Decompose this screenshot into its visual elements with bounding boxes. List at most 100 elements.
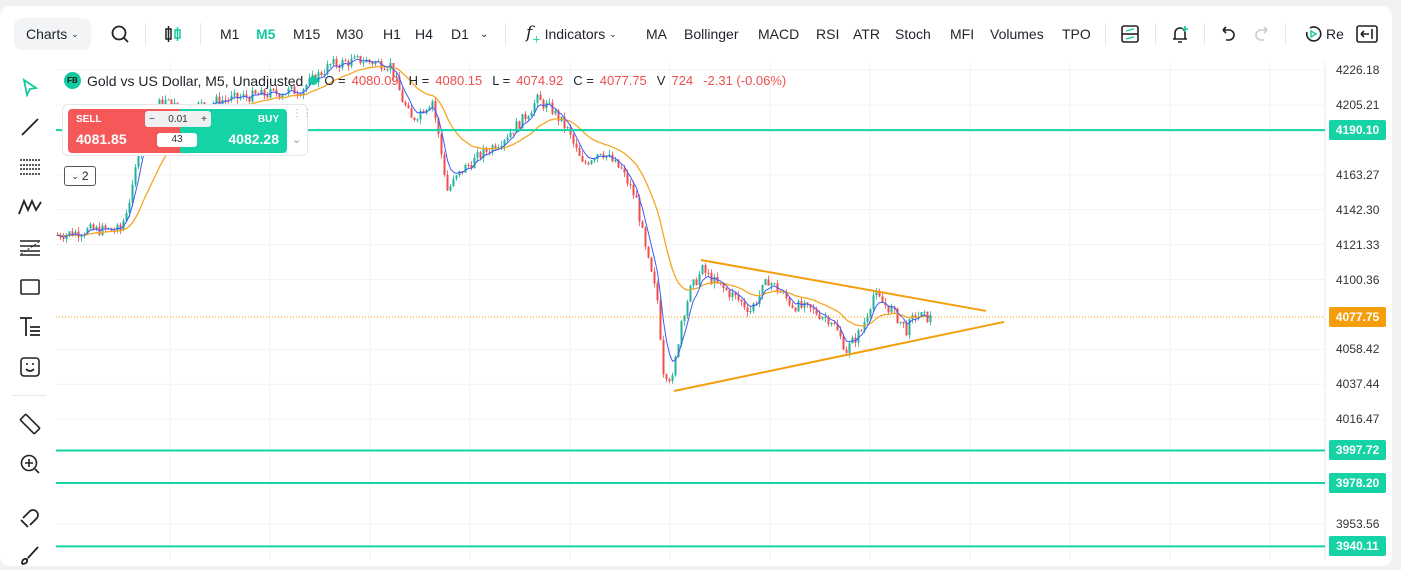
study-tpo[interactable]: TPO [1062,26,1091,42]
expand-chevron-icon[interactable]: ⌄ [292,134,302,146]
brush-icon[interactable] [16,542,44,570]
candle-body [662,339,665,375]
candle-body [692,279,695,286]
zoom-in-icon[interactable] [16,450,44,478]
study-bollinger[interactable]: Bollinger [684,26,739,42]
study-volumes[interactable]: Volumes [990,26,1044,42]
candle-body [128,202,131,214]
trendline-tool-icon[interactable] [16,113,44,141]
candle-body [443,154,446,175]
candle-body [86,228,89,235]
candle-body [647,246,650,258]
candle-body [629,183,632,186]
add-alert-icon[interactable] [1170,6,1192,62]
undo-icon[interactable] [1218,6,1238,62]
magnet-icon[interactable] [16,504,44,532]
candle-body [791,304,794,308]
candle-body [428,107,431,110]
increase-qty-button[interactable]: + [201,113,207,125]
candle-body [275,89,278,94]
candle-body [914,315,917,318]
level-price-tag[interactable]: 4190.10 [1329,120,1386,141]
collapse-panel-icon[interactable] [1356,6,1378,62]
search-icon[interactable] [110,6,130,62]
replay-label: Re [1326,26,1344,42]
layout-icon[interactable] [1120,6,1140,62]
timeframe-m15[interactable]: M15 [293,26,321,42]
candle-body [167,99,170,101]
quantity-stepper[interactable]: − 0.01 + [145,111,211,127]
candle-body [653,271,656,284]
candle-body [200,102,203,104]
candle-body [248,97,251,102]
indicators-collapse-toggle[interactable]: ⌄ 2 [64,166,96,186]
candle-body [674,356,677,376]
decrease-qty-button[interactable]: − [149,113,155,125]
candle-body [620,167,623,169]
candle-body [608,154,611,156]
level-price-tag[interactable]: 3997.72 [1329,440,1386,461]
text-tool-icon[interactable] [16,313,44,341]
symbol-title[interactable]: Gold vs US Dollar, M5, Unadjusted [87,72,304,89]
candle-body [860,330,863,332]
redo-icon[interactable] [1252,6,1272,62]
study-stoch[interactable]: Stoch [895,26,931,42]
candle-body [329,63,332,65]
fibonacci-tool-icon[interactable] [16,233,44,261]
candle-body [290,86,293,89]
level-price-tag[interactable]: 3940.11 [1329,536,1386,557]
sell-button[interactable]: SELL 4081.85 [68,109,180,153]
trendline-lower [673,320,1005,393]
timeframe-d1[interactable]: D1 [451,26,469,42]
replay-button[interactable]: Re [1303,6,1344,62]
candle-body [515,121,518,133]
candle-body [485,148,488,152]
market-open-dot [309,76,319,85]
indicators-label: Indicators [544,26,606,42]
pattern-tool-icon[interactable] [16,193,44,221]
candlestick-type-icon[interactable] [163,6,183,62]
candle-body [746,307,749,313]
candle-body [764,279,767,285]
study-macd[interactable]: MACD [758,26,800,42]
cursor-icon[interactable] [16,74,44,102]
timeframe-m1[interactable]: M1 [220,26,240,42]
ruler-icon[interactable] [16,410,44,438]
timeframe-m30[interactable]: M30 [336,26,364,42]
candle-body [593,158,596,161]
candle-body [614,159,617,162]
candle-body [344,60,347,62]
candle-body [785,292,788,299]
price-tick-label: 4142.30 [1336,202,1380,217]
rectangle-tool-icon[interactable] [16,273,44,301]
study-atr[interactable]: ATR [853,26,880,42]
study-mfi[interactable]: MFI [950,26,975,42]
candle-body [842,336,845,350]
candle-body [470,165,473,169]
timeframe-h1[interactable]: H1 [383,26,401,42]
candle-body [359,55,362,63]
timeframe-h4[interactable]: H4 [415,26,433,42]
study-ma[interactable]: MA [646,26,667,42]
volume-value: 724 [671,73,694,88]
timeframe-more-chevron-icon[interactable]: ⌄ [480,28,489,40]
candle-body [920,312,923,317]
candle-body [476,152,479,158]
candle-body [224,99,227,101]
study-rsi[interactable]: RSI [816,26,840,42]
level-price-tag[interactable]: 3978.20 [1329,472,1386,493]
horizontal-lines-tool-icon[interactable] [16,153,44,181]
candle-body [689,285,692,302]
close-value: 4077.75 [599,73,647,88]
drag-handle-icon[interactable]: ⋮⋮ [292,108,312,119]
timeframe-m5[interactable]: M5 [256,26,276,42]
indicators-button[interactable]: f+ Indicators ⌄ [526,6,617,62]
candle-body [119,224,122,231]
candle-body [494,145,497,150]
candle-body [281,95,284,98]
quantity-value[interactable]: 0.01 [168,113,188,125]
emoji-tool-icon[interactable] [16,353,44,381]
candle-body [623,168,626,173]
charts-dropdown[interactable]: Charts ⌄ [14,18,91,50]
